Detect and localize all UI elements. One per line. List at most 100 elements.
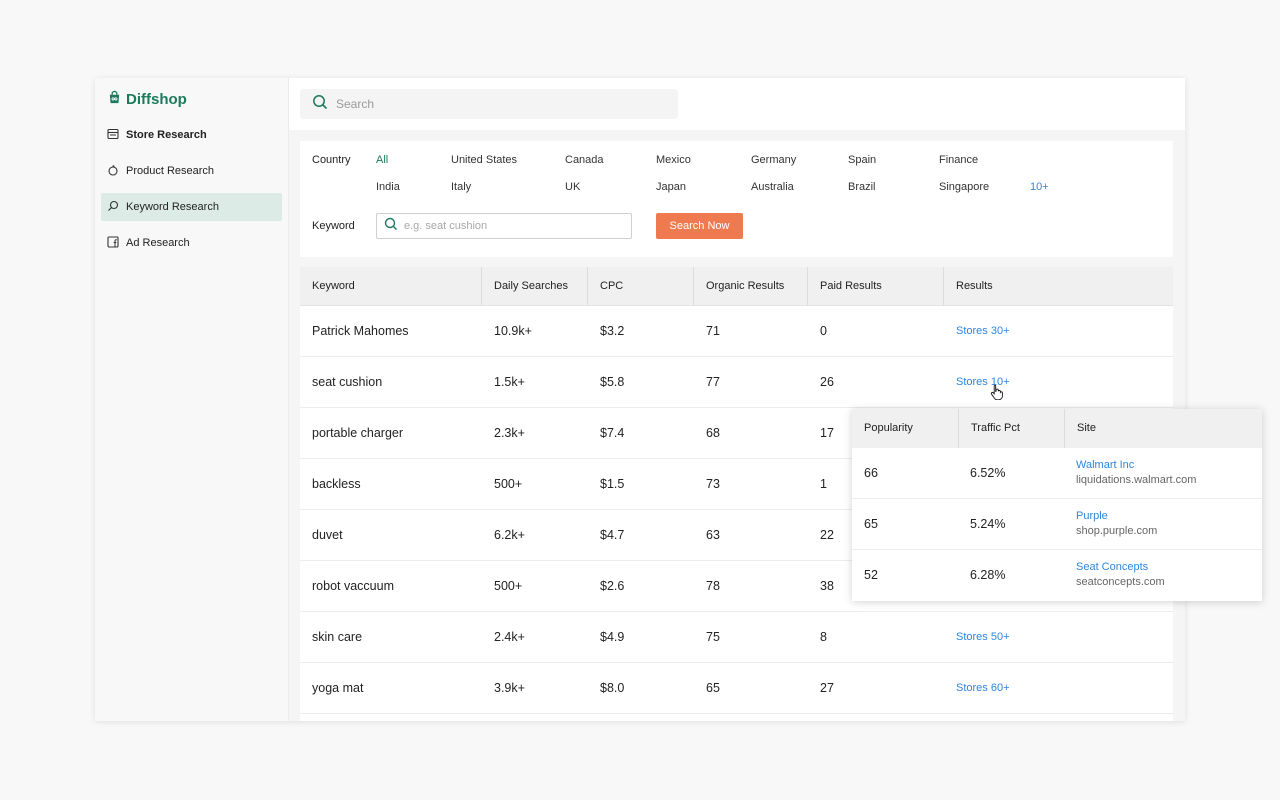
popup-row[interactable]: 65 5.24% Purple shop.purple.com: [852, 499, 1262, 550]
column-header-popularity[interactable]: Popularity: [864, 422, 913, 434]
sidebar-item-label: Ad Research: [126, 237, 190, 249]
table-row[interactable]: Patrick Mahomes 10.9k+ $3.2 71 0 Stores …: [300, 306, 1173, 357]
column-header-paid-results[interactable]: Paid Results: [807, 267, 882, 306]
paid-results-cell: 27: [820, 681, 834, 695]
table-row[interactable]: portable charger 2.3k+ $7.4 68 17: [300, 408, 1173, 459]
table-row[interactable]: duvet 6.2k+ $4.7 63 22: [300, 510, 1173, 561]
sidebar-item-label: Keyword Research: [126, 201, 219, 213]
more-countries-link[interactable]: 10+: [1030, 181, 1049, 193]
traffic-pct-cell: 6.28%: [970, 568, 1006, 582]
table-row[interactable]: seat cushion 1.5k+ $5.8 77 26 Stores 10+: [300, 357, 1173, 408]
country-singapore[interactable]: Singapore: [939, 181, 990, 193]
table-row[interactable]: robot vaccuum 500+ $2.6 78 38: [300, 561, 1173, 612]
country-india[interactable]: India: [376, 181, 400, 193]
country-spain[interactable]: Spain: [848, 154, 877, 166]
search-now-button[interactable]: Search Now: [656, 213, 743, 239]
cpc-cell: $4.7: [600, 528, 625, 542]
country-italy[interactable]: Italy: [451, 181, 472, 193]
column-header-results[interactable]: Results: [943, 267, 993, 306]
cpc-cell: $8.0: [600, 681, 625, 695]
daily-searches-cell: 500+: [494, 477, 523, 491]
popup-row[interactable]: 52 6.28% Seat Concepts seatconcepts.com: [852, 550, 1262, 601]
site-cell: Purple shop.purple.com: [1076, 509, 1157, 539]
site-name-link[interactable]: Seat Concepts: [1076, 561, 1149, 573]
daily-searches-cell: 10.9k+: [494, 324, 532, 338]
keyword-cell: yoga mat: [312, 681, 364, 695]
keyword-cell: seat cushion: [312, 375, 383, 389]
country-mexico[interactable]: Mexico: [656, 154, 691, 166]
keyword-field[interactable]: [376, 213, 632, 239]
column-header-organic-results[interactable]: Organic Results: [693, 267, 784, 306]
cpc-cell: $7.4: [600, 426, 625, 440]
traffic-pct-cell: 6.52%: [970, 466, 1006, 480]
country-japan[interactable]: Japan: [656, 181, 686, 193]
search-icon: [312, 94, 328, 115]
column-header-cpc[interactable]: CPC: [587, 267, 623, 306]
table-row[interactable]: yoga mat 3.9k+ $8.0 65 27 Stores 60+: [300, 663, 1173, 714]
country-united-states[interactable]: United States: [451, 154, 518, 166]
popularity-cell: 65: [864, 517, 878, 531]
paid-results-cell: 0: [820, 324, 827, 338]
daily-searches-cell: 500+: [494, 579, 523, 593]
column-header-keyword[interactable]: Keyword: [312, 280, 355, 292]
stores-popup: Popularity Traffic Pct Site 66 6.52% Wal…: [852, 409, 1262, 601]
country-finance[interactable]: Finance: [939, 154, 979, 166]
results-link[interactable]: Stores 50+: [956, 631, 1010, 643]
facebook-icon: [107, 235, 119, 251]
keyword-label: Keyword: [312, 220, 355, 232]
sidebar-item-label: Product Research: [126, 165, 215, 177]
site-name-link[interactable]: Walmart Inc: [1076, 459, 1135, 471]
global-search[interactable]: [300, 89, 678, 119]
organic-results-cell: 73: [706, 477, 720, 491]
cpc-cell: $1.5: [600, 477, 625, 491]
site-name-link[interactable]: Purple: [1076, 510, 1108, 522]
paid-results-cell: 1: [820, 477, 827, 491]
app-window: Diffshop Store Research Product Research…: [95, 78, 1185, 721]
site-cell: Walmart Inc liquidations.walmart.com: [1076, 458, 1196, 488]
sidebar-item-keyword-research[interactable]: Keyword Research: [101, 193, 282, 221]
column-header-daily-searches[interactable]: Daily Searches: [481, 267, 568, 306]
keyword-cell: backless: [312, 477, 361, 491]
product-icon: [107, 164, 119, 179]
country-germany[interactable]: Germany: [751, 154, 797, 166]
search-icon: [384, 217, 398, 236]
results-link[interactable]: Stores 10+: [956, 376, 1010, 388]
sidebar: Diffshop Store Research Product Research…: [95, 78, 289, 721]
daily-searches-cell: 2.4k+: [494, 630, 525, 644]
results-link[interactable]: Stores 30+: [956, 325, 1010, 337]
country-label: Country: [312, 154, 351, 166]
country-canada[interactable]: Canada: [565, 154, 604, 166]
results-link[interactable]: Stores 60+: [956, 682, 1010, 694]
paid-results-cell: 17: [820, 426, 834, 440]
sidebar-item-ad-research[interactable]: Ad Research: [101, 229, 282, 257]
table-row[interactable]: skin care 2.4k+ $4.9 75 8 Stores 50+: [300, 612, 1173, 663]
paid-results-cell: 38: [820, 579, 834, 593]
brand-name: Diffshop: [126, 91, 187, 108]
keyword-input[interactable]: [404, 220, 624, 232]
organic-results-cell: 68: [706, 426, 720, 440]
hand-cursor-icon: [990, 384, 1004, 401]
country-australia[interactable]: Australia: [751, 181, 794, 193]
country-all[interactable]: All: [376, 154, 389, 166]
shopping-bag-icon: [107, 90, 122, 109]
column-header-site[interactable]: Site: [1064, 409, 1096, 448]
search-input[interactable]: [336, 97, 636, 111]
popup-row[interactable]: 66 6.52% Walmart Inc liquidations.walmar…: [852, 448, 1262, 499]
table-row[interactable]: backless 500+ $1.5 73 1: [300, 459, 1173, 510]
traffic-pct-cell: 5.24%: [970, 517, 1006, 531]
keyword-cell: robot vaccuum: [312, 579, 394, 593]
organic-results-cell: 78: [706, 579, 720, 593]
popup-header: Popularity Traffic Pct Site: [852, 409, 1262, 448]
main-content: Country All United States Canada Mexico …: [289, 78, 1185, 721]
country-uk[interactable]: UK: [565, 181, 581, 193]
paid-results-cell: 26: [820, 375, 834, 389]
organic-results-cell: 71: [706, 324, 720, 338]
top-bar: [289, 78, 1185, 130]
sidebar-item-store-research[interactable]: Store Research: [101, 121, 282, 149]
country-brazil[interactable]: Brazil: [848, 181, 876, 193]
keyword-cell: skin care: [312, 630, 363, 644]
organic-results-cell: 75: [706, 630, 720, 644]
sidebar-item-product-research[interactable]: Product Research: [101, 157, 282, 185]
brand-logo[interactable]: Diffshop: [107, 90, 187, 109]
column-header-traffic-pct[interactable]: Traffic Pct: [958, 409, 1020, 448]
